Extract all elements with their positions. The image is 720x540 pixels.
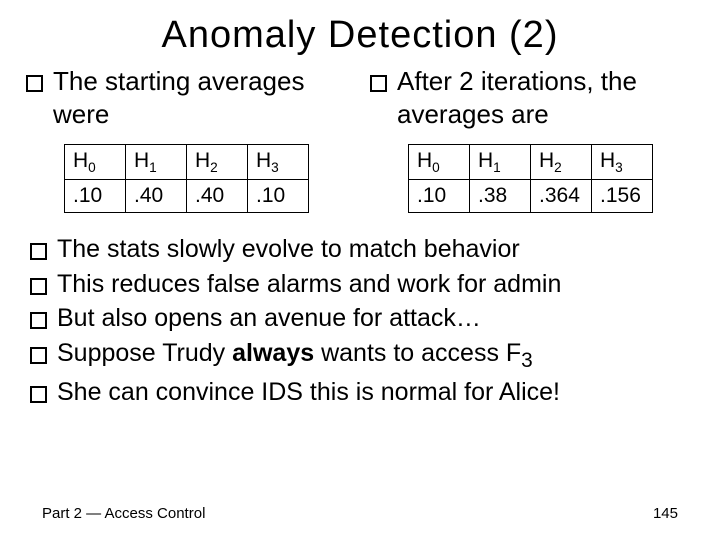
bullet-text: The stats slowly evolve to match behavio… — [57, 233, 520, 266]
bullet-item: This reduces false alarms and work for a… — [30, 268, 690, 301]
table-cell: .10 — [248, 180, 309, 213]
bullet-text-post: wants to access F — [314, 339, 521, 367]
footer: Part 2 — Access Control 145 — [42, 505, 678, 522]
right-lead-row: After 2 iterations, the averages are — [370, 65, 694, 130]
bullet-item: The stats slowly evolve to match behavio… — [30, 233, 690, 266]
square-bullet-icon — [30, 278, 47, 295]
table-header-cell: H3 — [592, 145, 653, 180]
left-column: The starting averages were H0 H1 H2 H3 .… — [26, 65, 350, 213]
table-cell: .156 — [592, 180, 653, 213]
table-cell: .10 — [65, 180, 126, 213]
table-header-cell: H1 — [470, 145, 531, 180]
slide: Anomaly Detection (2) The starting avera… — [0, 0, 720, 540]
table-header-cell: H2 — [187, 145, 248, 180]
bullet-text: But also opens an avenue for attack… — [57, 302, 481, 335]
table-cell: .40 — [187, 180, 248, 213]
square-bullet-icon — [370, 75, 387, 92]
left-lead-text: The starting averages were — [53, 65, 350, 130]
page-title: Anomaly Detection (2) — [0, 0, 720, 57]
table-row: H0 H1 H2 H3 — [409, 145, 653, 180]
table-row: .10 .38 .364 .156 — [409, 180, 653, 213]
right-lead-text: After 2 iterations, the averages are — [397, 65, 694, 130]
bullet-text-pre: Suppose Trudy — [57, 339, 232, 367]
left-table: H0 H1 H2 H3 .10 .40 .40 .10 — [64, 144, 309, 213]
table-header-cell: H2 — [531, 145, 592, 180]
bullet-text-sub: 3 — [521, 349, 533, 372]
table-header-cell: H3 — [248, 145, 309, 180]
bullet-text: This reduces false alarms and work for a… — [57, 268, 561, 301]
right-column: After 2 iterations, the averages are H0 … — [370, 65, 694, 213]
bullet-item: She can convince IDS this is normal for … — [30, 376, 690, 409]
square-bullet-icon — [30, 347, 47, 364]
bullet-text-bold: always — [232, 339, 314, 367]
square-bullet-icon — [30, 243, 47, 260]
bullet-text: Suppose Trudy always wants to access F3 — [57, 337, 533, 374]
two-columns: The starting averages were H0 H1 H2 H3 .… — [0, 57, 720, 213]
table-cell: .38 — [470, 180, 531, 213]
table-header-cell: H1 — [126, 145, 187, 180]
footer-left: Part 2 — Access Control — [42, 505, 205, 522]
footer-right: 145 — [653, 505, 678, 522]
lower-bullets: The stats slowly evolve to match behavio… — [0, 213, 720, 408]
square-bullet-icon — [30, 386, 47, 403]
square-bullet-icon — [30, 312, 47, 329]
bullet-text: She can convince IDS this is normal for … — [57, 376, 560, 409]
bullet-item: Suppose Trudy always wants to access F3 — [30, 337, 690, 374]
table-header-cell: H0 — [65, 145, 126, 180]
table-header-cell: H0 — [409, 145, 470, 180]
table-row: H0 H1 H2 H3 — [65, 145, 309, 180]
table-cell: .364 — [531, 180, 592, 213]
table-cell: .40 — [126, 180, 187, 213]
square-bullet-icon — [26, 75, 43, 92]
table-row: .10 .40 .40 .10 — [65, 180, 309, 213]
bullet-item: But also opens an avenue for attack… — [30, 302, 690, 335]
left-lead-row: The starting averages were — [26, 65, 350, 130]
table-cell: .10 — [409, 180, 470, 213]
right-table: H0 H1 H2 H3 .10 .38 .364 .156 — [408, 144, 653, 213]
